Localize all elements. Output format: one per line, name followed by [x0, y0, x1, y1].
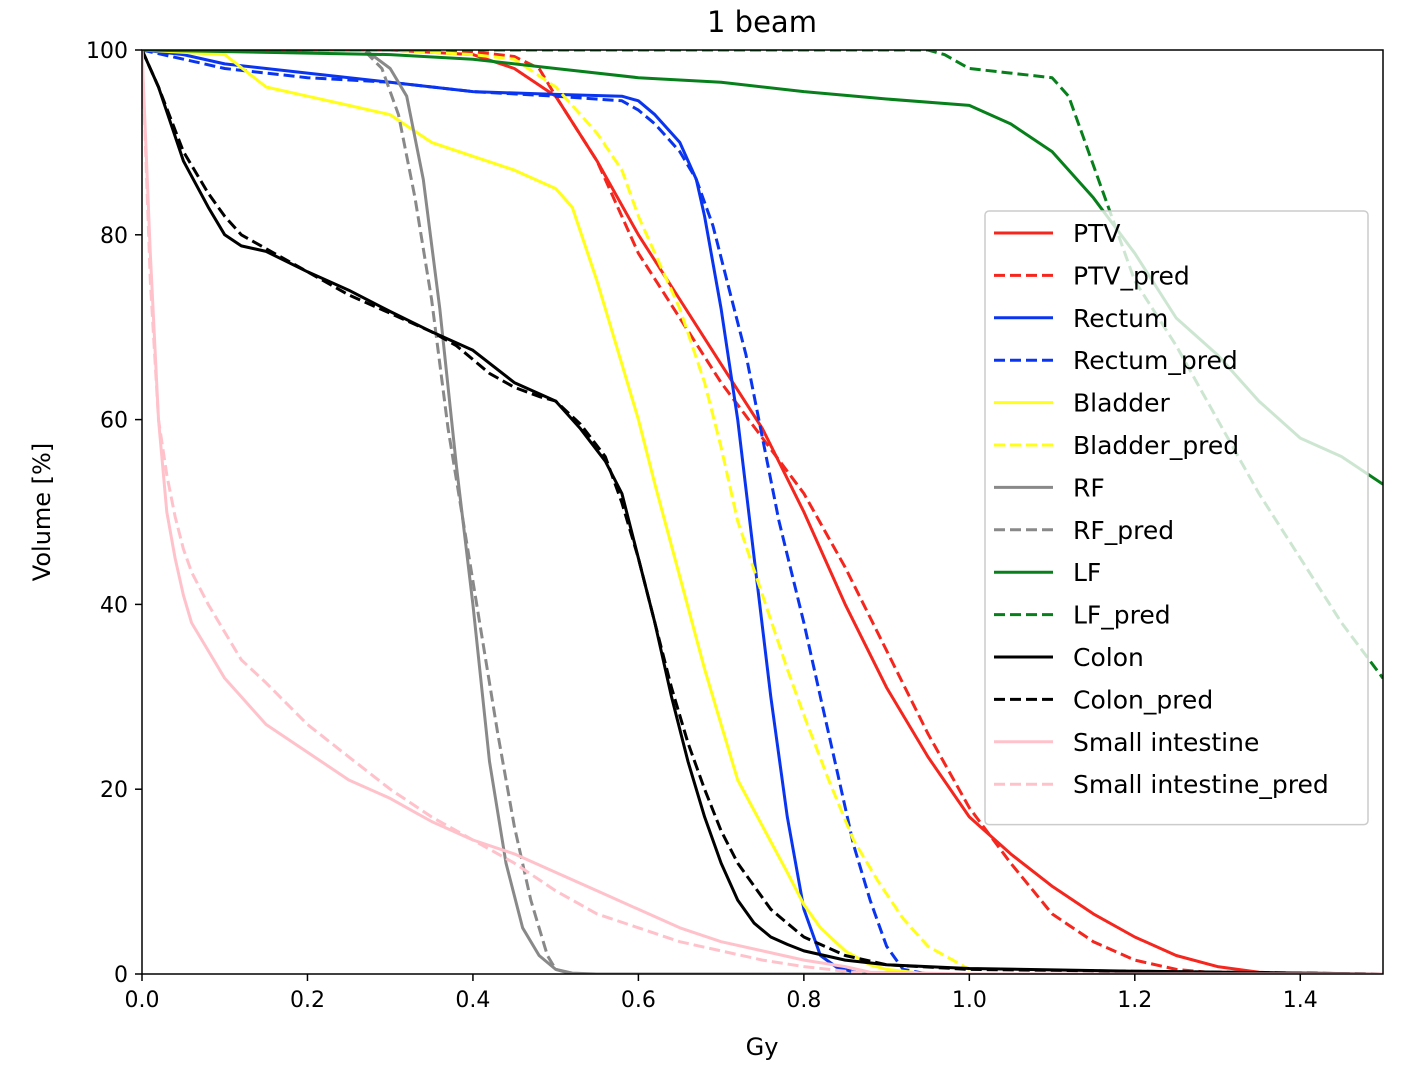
series-line-13 [142, 50, 1383, 974]
x-tick-label: 0.8 [786, 988, 821, 1013]
y-tick-label: 20 [100, 778, 128, 803]
y-tick-label: 100 [86, 39, 128, 64]
legend-box [984, 210, 1369, 826]
x-axis-ticks: 0.0 0.2 0.4 0.6 0.8 1.0 1.2 1.4 [125, 974, 1318, 1013]
series-line-7 [364, 50, 1383, 974]
series-line-9 [142, 50, 1383, 680]
legend-label: Bladder_pred [1073, 431, 1239, 460]
legend-label: Bladder [1073, 389, 1171, 418]
x-tick-label: 0.0 [125, 988, 160, 1013]
y-tick-label: 80 [100, 224, 128, 249]
legend-label: Rectum_pred [1073, 346, 1238, 375]
y-tick-label: 40 [100, 593, 128, 618]
legend-label: Colon_pred [1073, 685, 1213, 714]
x-tick-label: 1.0 [952, 988, 987, 1013]
legend-label: Small intestine [1073, 728, 1259, 757]
x-tick-label: 0.6 [621, 988, 656, 1013]
x-tick-label: 0.2 [290, 988, 325, 1013]
legend-label: LF [1073, 558, 1101, 587]
legend-label: PTV_pred [1073, 261, 1190, 290]
series-line-12 [142, 50, 1383, 974]
y-tick-label: 60 [100, 409, 128, 434]
x-axis-label: Gy [746, 1033, 779, 1061]
x-tick-label: 1.2 [1117, 988, 1152, 1013]
y-tick-label: 0 [114, 963, 128, 988]
series-line-1 [142, 50, 1383, 974]
series-line-3 [142, 50, 929, 974]
x-tick-label: 0.4 [455, 988, 490, 1013]
legend-label: Rectum [1073, 304, 1168, 333]
legend-label: Small intestine_pred [1073, 770, 1329, 799]
y-axis-label: Volume [%] [28, 443, 56, 581]
series-line-0 [142, 50, 1383, 974]
legend-label: LF_pred [1073, 601, 1171, 630]
series-line-10 [142, 50, 1383, 974]
legend-label: PTV [1073, 219, 1120, 248]
legend-label: RF_pred [1073, 516, 1174, 545]
y-axis-ticks: 0 20 40 60 80 100 [86, 39, 142, 988]
series-line-11 [142, 50, 1383, 974]
series-line-4 [142, 50, 929, 974]
legend-label: Colon [1073, 643, 1144, 672]
legend: PTV PTV_pred Rectum Rectum_pred Bladder Bladd… [984, 210, 1369, 826]
legend-label: RF [1073, 473, 1105, 502]
series-line-5 [142, 50, 971, 971]
x-tick-label: 1.4 [1283, 988, 1318, 1013]
chart-title: 1 beam [707, 5, 817, 39]
plot-frame [141, 49, 1384, 975]
